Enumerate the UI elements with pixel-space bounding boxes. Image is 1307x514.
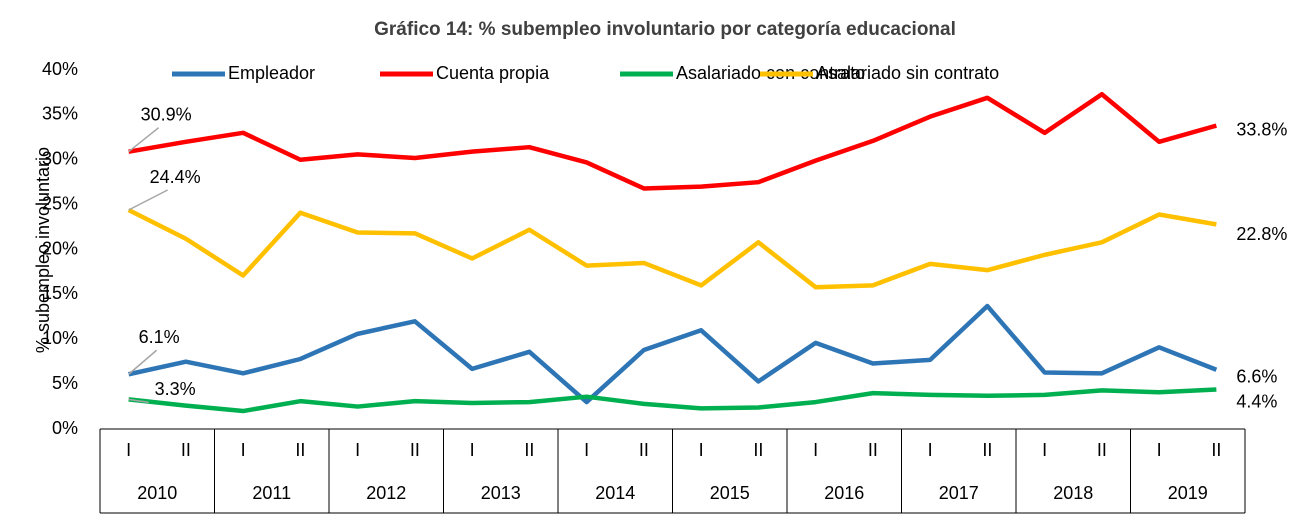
x-tick-label: II [524, 440, 534, 460]
data-label: 22.8% [1236, 224, 1287, 244]
x-group-label: 2016 [824, 483, 864, 503]
x-group-label: 2019 [1168, 483, 1208, 503]
x-tick-label: I [470, 440, 475, 460]
data-label: 24.4% [150, 167, 201, 187]
legend-label: Asalariado sin contrato [816, 63, 999, 83]
series-line [127, 207, 1217, 290]
x-tick-label: II [410, 440, 420, 460]
series-line [128, 91, 1217, 191]
y-tick-label: 5% [52, 373, 78, 393]
data-label: 30.9% [141, 104, 192, 124]
x-tick-label: I [1042, 440, 1047, 460]
x-group-label: 2012 [366, 483, 406, 503]
legend-label: Empleador [228, 63, 315, 83]
x-tick-label: I [813, 440, 818, 460]
x-tick-label: II [868, 440, 878, 460]
data-label: 6.1% [139, 327, 180, 347]
x-tick-label: I [699, 440, 704, 460]
leader-line [128, 189, 168, 211]
x-group-label: 2010 [137, 483, 177, 503]
legend-label: Cuenta propia [436, 63, 550, 83]
leader-line [128, 398, 149, 404]
x-group-label: 2013 [481, 483, 521, 503]
y-tick-label: 0% [52, 418, 78, 438]
chart-title: Gráfico 14: % subempleo involuntario por… [374, 19, 956, 40]
x-tick-label: II [181, 440, 191, 460]
data-label: 33.8% [1236, 119, 1287, 139]
y-tick-label: 35% [42, 104, 78, 124]
y-tick-label: 30% [42, 149, 78, 169]
x-tick-label: II [982, 440, 992, 460]
x-tick-label: I [928, 440, 933, 460]
y-axis-label: % subempleo involuntario [33, 147, 53, 353]
y-tick-label: 10% [42, 328, 78, 348]
y-tick-label: 25% [42, 193, 78, 213]
x-tick-label: I [355, 440, 360, 460]
series-line [128, 387, 1217, 414]
x-tick-label: II [753, 440, 763, 460]
x-group-label: 2011 [252, 483, 291, 503]
x-group-label: 2017 [939, 483, 979, 503]
x-tick-label: I [241, 440, 246, 460]
series-line [128, 303, 1218, 405]
x-tick-label: II [1211, 440, 1221, 460]
leader-line [128, 349, 158, 375]
y-tick-label: 15% [42, 283, 78, 303]
y-tick-label: 40% [42, 59, 78, 79]
x-tick-label: I [584, 440, 589, 460]
x-tick-label: II [639, 440, 649, 460]
x-group-label: 2018 [1053, 483, 1093, 503]
x-tick-label: II [295, 440, 305, 460]
x-tick-label: II [1097, 440, 1107, 460]
x-group-label: 2015 [710, 483, 750, 503]
data-label: 6.6% [1236, 367, 1277, 387]
data-label: 3.3% [155, 379, 196, 399]
leader-line [128, 127, 160, 153]
data-label: 4.4% [1236, 391, 1277, 411]
x-tick-label: I [1157, 440, 1162, 460]
y-tick-label: 20% [42, 238, 78, 258]
x-group-label: 2014 [595, 483, 635, 503]
x-tick-label: I [126, 440, 131, 460]
